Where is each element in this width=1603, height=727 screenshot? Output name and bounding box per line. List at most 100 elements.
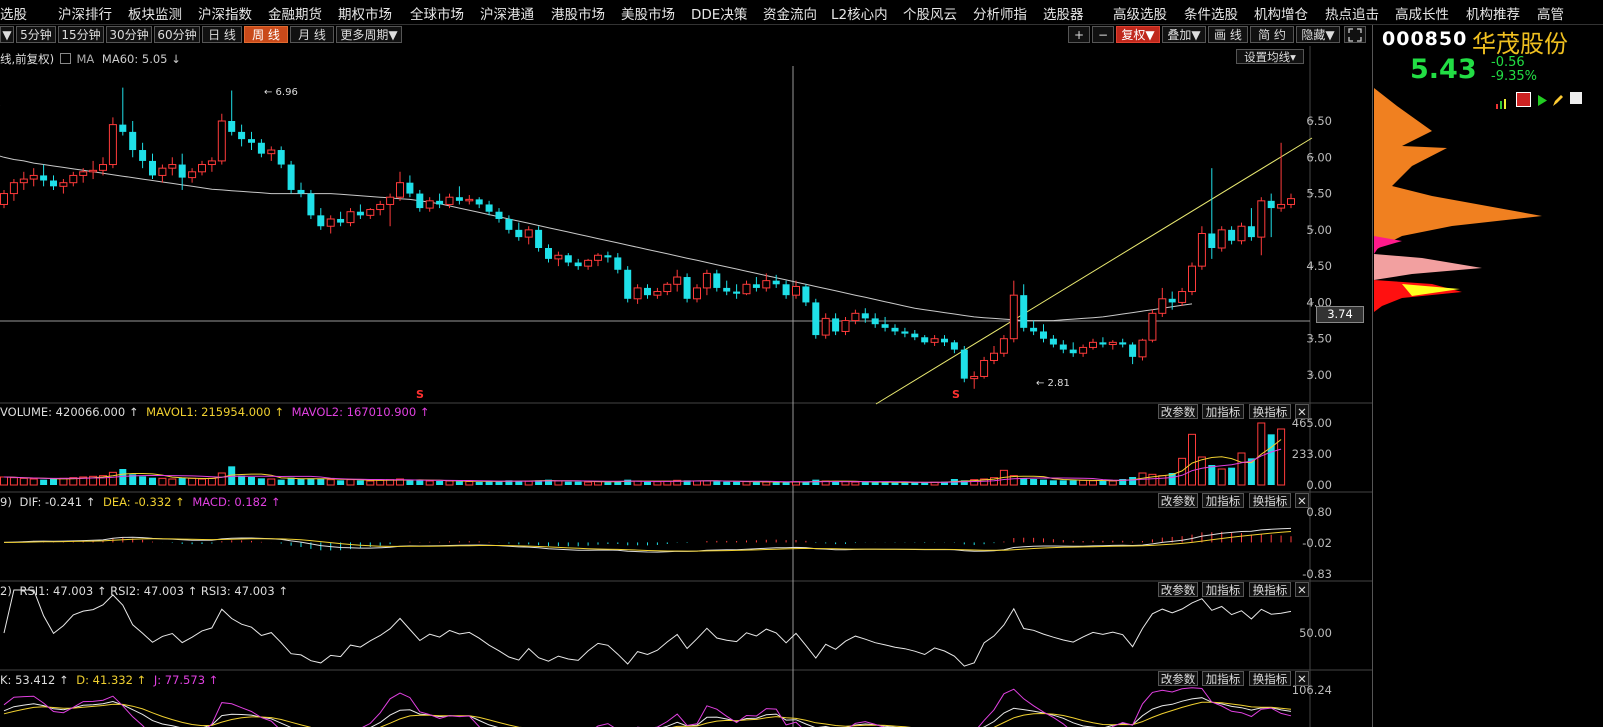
volume-bar — [812, 479, 820, 485]
candle-body — [108, 124, 117, 166]
panel-close-icon-3[interactable]: ✕ — [1295, 671, 1309, 686]
menu-item-5[interactable]: 期权市场 — [338, 7, 392, 23]
period-monthly[interactable]: 月 线 — [290, 26, 334, 43]
menu-item-15[interactable]: 选股器 — [1043, 7, 1084, 23]
period-5min[interactable]: 5分钟 — [16, 26, 56, 43]
adjust-fq-button[interactable]: 复权▼ — [1116, 26, 1160, 43]
candle-body — [861, 313, 869, 319]
menu-item-7[interactable]: 沪深港通 — [480, 7, 534, 23]
panel-close-icon-0[interactable]: ✕ — [1295, 404, 1309, 419]
menu-item-3[interactable]: 沪深指数 — [198, 7, 252, 23]
bars-icon[interactable] — [1496, 94, 1506, 109]
menu-item-0[interactable]: 选股 — [0, 7, 27, 23]
volume-bar — [416, 480, 424, 485]
volume-bar — [1188, 433, 1196, 486]
panel-add-button-1[interactable]: 加指标 — [1202, 493, 1244, 508]
period-15min[interactable]: 15分钟 — [58, 26, 104, 43]
panel-modify-button-3[interactable]: 改参数 — [1158, 671, 1198, 686]
period-weekly[interactable]: 周 线 — [244, 26, 288, 43]
stock-change: -0.56 -9.35% — [1491, 56, 1537, 84]
volume-legend-vol: VOLUME: 420066.000 ↑ — [0, 405, 139, 419]
draw-line-button[interactable]: 画 线 — [1208, 26, 1248, 43]
panel-change-button-0[interactable]: 换指标 — [1249, 404, 1291, 419]
volume-bar — [495, 481, 503, 485]
candle-body — [198, 164, 206, 173]
candle-body — [693, 287, 701, 300]
panel-close-icon-1[interactable]: ✕ — [1295, 493, 1309, 508]
volume-bar — [762, 481, 771, 486]
rsi-line — [3, 589, 1292, 667]
menu-item-1[interactable]: 沪深排行 — [58, 7, 112, 23]
menu-item-14[interactable]: 分析师指 — [973, 7, 1027, 23]
candle-body — [832, 318, 840, 332]
candle-body — [129, 131, 137, 151]
panel-modify-button-1[interactable]: 改参数 — [1158, 493, 1198, 508]
image-icon[interactable] — [1570, 92, 1582, 104]
ma-settings-button[interactable]: 设置均线▾ — [1236, 49, 1304, 64]
candle-body — [119, 124, 127, 132]
flag-icon[interactable] — [1516, 92, 1531, 107]
period-30min[interactable]: 30分钟 — [106, 26, 152, 43]
menu-item-2[interactable]: 板块监测 — [128, 7, 182, 23]
candle-body — [465, 198, 474, 202]
menu-item-22[interactable]: 高管 — [1537, 7, 1564, 23]
volume-bar — [752, 482, 760, 485]
menu-item-19[interactable]: 热点追击 — [1325, 7, 1379, 23]
panel-change-button-3[interactable]: 换指标 — [1249, 671, 1291, 686]
candle-body — [644, 287, 651, 296]
menu-item-13[interactable]: 个股风云 — [903, 7, 957, 23]
period-daily[interactable]: 日 线 — [202, 26, 242, 43]
volume-bar — [376, 479, 385, 486]
menu-item-10[interactable]: DDE决策 — [691, 7, 748, 23]
menu-item-8[interactable]: 港股市场 — [551, 7, 605, 23]
volume-bar — [1108, 480, 1117, 486]
zoom-in-button[interactable]: + — [1068, 26, 1090, 43]
menu-item-21[interactable]: 机构推荐 — [1466, 7, 1520, 23]
candle-body — [9, 182, 18, 195]
panel-add-button-2[interactable]: 加指标 — [1202, 582, 1244, 597]
y-tick-label: 6.00 — [1306, 150, 1332, 164]
menu-item-16[interactable]: 高级选股 — [1113, 7, 1167, 23]
period-more[interactable]: 更多周期▼ — [336, 26, 402, 43]
panel-change-button-1[interactable]: 换指标 — [1249, 493, 1291, 508]
volume-bar — [1247, 458, 1255, 485]
chip-band-pink — [1374, 236, 1402, 254]
menu-item-20[interactable]: 高成长性 — [1395, 7, 1449, 23]
candle-body — [188, 171, 197, 179]
panel-modify-button-2[interactable]: 改参数 — [1158, 582, 1198, 597]
panel-change-button-2[interactable]: 换指标 — [1249, 582, 1291, 597]
kline-chart-area[interactable]: 6.50 6.00 5.50 5.00 4.50 4.00 3.50 3.00 ← 6.96 ← … — [0, 46, 1372, 727]
candle-body — [1148, 312, 1157, 341]
panel-modify-button-0[interactable]: 改参数 — [1158, 404, 1198, 419]
candle-body — [29, 174, 38, 180]
pencil-icon[interactable] — [1552, 92, 1564, 111]
fullscreen-icon[interactable] — [1344, 26, 1366, 43]
candle-body — [1059, 344, 1067, 350]
zoom-out-button[interactable]: − — [1092, 26, 1114, 43]
period-60min[interactable]: 60分钟 — [154, 26, 200, 43]
volume-bar — [673, 479, 682, 486]
volume-bar — [624, 479, 632, 485]
menu-item-6[interactable]: 全球市场 — [410, 7, 464, 23]
menu-item-4[interactable]: 金融期货 — [268, 7, 322, 23]
overlay-button[interactable]: 叠加▼ — [1162, 26, 1206, 43]
menu-item-9[interactable]: 美股市场 — [621, 7, 675, 23]
panel-add-button-0[interactable]: 加指标 — [1202, 404, 1244, 419]
kdj-tick-label: 106.24 — [1292, 683, 1332, 697]
panel-close-icon-2[interactable]: ✕ — [1295, 582, 1309, 597]
menu-item-17[interactable]: 条件选股 — [1184, 7, 1238, 23]
legend-settings-icon[interactable] — [59, 53, 71, 64]
simple-mode-button[interactable]: 简 约 — [1250, 26, 1294, 43]
candle-body — [1217, 229, 1226, 249]
volume-bar — [149, 477, 156, 485]
menu-item-12[interactable]: L2核心内 — [831, 7, 888, 23]
menu-item-11[interactable]: 资金流向 — [763, 7, 817, 23]
period-dropdown-icon[interactable]: ▼ — [0, 26, 14, 43]
hide-button[interactable]: 隐藏▼ — [1296, 26, 1340, 43]
volume-bar — [584, 481, 593, 486]
menu-item-18[interactable]: 机构增仓 — [1254, 7, 1308, 23]
candle-body — [40, 175, 48, 181]
panel-add-button-3[interactable]: 加指标 — [1202, 671, 1244, 686]
volume-bar — [257, 478, 265, 485]
play-icon[interactable] — [1536, 92, 1548, 111]
